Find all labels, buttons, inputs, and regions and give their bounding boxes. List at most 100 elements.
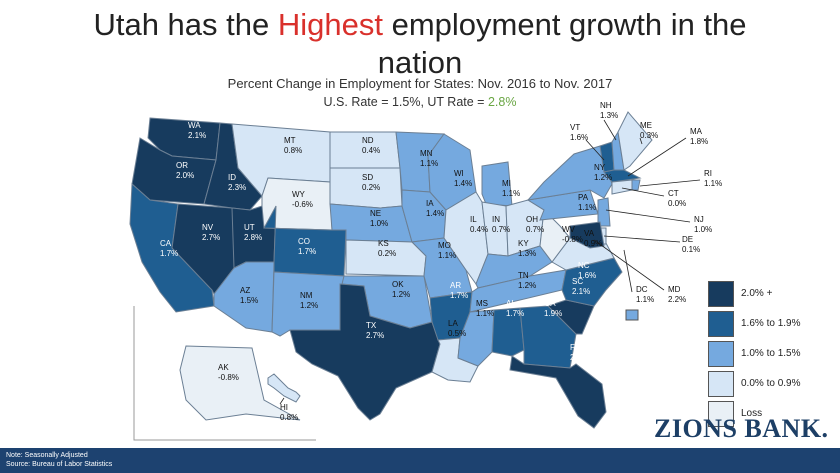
page-title: Utah has the Highest employment growth i… [40,6,800,82]
legend-label-4: Loss [741,408,763,419]
state-label-ny: NY 1.2% [594,163,612,182]
state-label-nh: NH 1.3% [600,101,618,120]
state-label-wv: WV -0.8% [562,225,583,244]
leader-line-hi [279,397,285,405]
leader-line-vt [585,139,605,161]
footer-bar: Note: Seasonally Adjusted Source: Bureau… [0,448,840,473]
state-label-ga: GA 1.9% [544,299,562,318]
state-shape-ct [611,179,633,195]
state-label-mn: MN 1.1% [420,149,438,168]
state-label-la: LA 0.5% [448,319,466,338]
legend-row-2: 1.0% to 1.5% [708,339,823,368]
state-label-ak: AK -0.8% [218,363,239,382]
state-label-wy: WY -0.6% [292,190,313,209]
legend-row-1: 1.6% to 1.9% [708,309,823,338]
legend-swatch-2 [708,340,734,367]
state-label-ut: UT 2.8% [244,223,262,242]
state-label-ma: MA 1.8% [690,127,708,146]
map-legend: 2.0% + 1.6% to 1.9% 1.0% to 1.5% 0.0% to… [708,279,823,429]
legend-label-3: 0.0% to 0.9% [741,378,801,389]
inset-frame [133,306,316,441]
state-label-oh: OH 0.7% [526,215,544,234]
legend-swatch-0 [708,280,734,307]
state-label-wa: WA 2.1% [188,121,206,140]
state-shape-ri [631,179,641,191]
state-label-ks: KS 0.2% [378,239,396,258]
state-label-nm: NM 1.2% [300,291,318,310]
state-label-nj: NJ 1.0% [694,215,712,234]
legend-row-0: 2.0% + [708,279,823,308]
legend-swatch-4 [708,400,734,427]
footer-note: Note: Seasonally Adjusted [6,452,88,459]
state-shape-co [263,205,347,277]
state-shape-nc [561,257,623,307]
state-label-ar: AR 1.7% [450,281,468,300]
state-label-vt: VT 1.6% [570,123,588,142]
state-label-md: MD 2.2% [668,285,686,304]
state-label-ky: KY 1.3% [518,239,536,258]
state-label-wi: WI 1.4% [454,169,472,188]
state-label-ct: CT 0.0% [668,189,686,208]
zions-bank-logo: ZIONS BANK. [654,414,829,443]
state-shape-nj [597,197,611,227]
leader-line-nj [605,209,691,223]
state-label-nd: ND 0.4% [362,136,380,155]
title-part2: employment growth in the [382,7,747,42]
leader-line-ct [621,187,665,197]
legend-label-1: 1.6% to 1.9% [741,318,801,329]
legend-row-4: Loss [708,399,823,428]
state-label-dc: DC 1.1% [636,285,654,304]
leader-line-me [639,137,643,145]
state-label-ok: OK 1.2% [392,280,410,299]
legend-swatch-1 [708,310,734,337]
state-label-sc: SC 2.1% [572,277,590,296]
state-shape-me [617,111,653,171]
state-label-mi: MI 1.1% [502,179,520,198]
state-label-nv: NV 2.7% [202,223,220,242]
state-label-or: OR 2.0% [176,161,194,180]
state-shape-sc [547,299,595,335]
state-label-mt: MT 0.8% [284,136,302,155]
leader-line-de [603,235,681,243]
state-shape-ak [179,345,301,421]
state-label-hi: HI 0.8% [280,403,298,422]
map-subtitle: Percent Change in Employment for States:… [227,76,613,91]
state-label-in: IN 0.7% [492,215,510,234]
state-shape-tx [289,283,441,421]
state-label-ne: NE 1.0% [370,209,388,228]
legend-label-2: 1.0% to 1.5% [741,348,801,359]
legend-row-3: 0.0% to 0.9% [708,369,823,398]
state-label-nc: NC 1.6% [578,261,596,280]
state-label-az: AZ 1.5% [240,286,258,305]
state-shape-al [491,307,525,357]
state-label-il: IL 0.4% [470,215,488,234]
state-label-mo: MO 1.1% [438,241,456,260]
state-shape-ma [603,169,642,183]
leader-line-nh [603,119,617,141]
state-label-id: ID 2.3% [228,173,246,192]
title-line2: nation [377,45,463,80]
footer-source: Source: Bureau of Labor Statistics [6,461,113,468]
legend-swatch-3 [708,370,734,397]
us-rate: U.S. Rate = 1.5%, UT Rate = [323,95,488,109]
leader-line-dc [623,249,633,293]
legend-label-0: 2.0% + [741,288,773,299]
state-label-ri: RI 1.1% [704,169,722,188]
state-label-sd: SD 0.2% [362,173,380,192]
title-part1: Utah has the [93,7,278,42]
leader-line-ma [627,137,687,177]
title-highlight: Highest [277,7,383,42]
state-label-al: AL 1.7% [506,299,524,318]
state-label-tx: TX 2.7% [366,321,384,340]
state-label-tn: TN 1.2% [518,271,536,290]
state-shape-hi [267,373,301,403]
state-label-fl: FL 2.3% [570,343,588,362]
ut-rate: 2.8% [487,95,517,109]
leader-line-ri [639,179,701,187]
state-label-me: ME 0.3% [640,121,658,140]
state-shape-az [213,261,275,333]
state-label-co: CO 1.7% [298,237,316,256]
state-shape-ny [526,145,613,201]
state-label-pa: PA 1.1% [578,193,596,212]
